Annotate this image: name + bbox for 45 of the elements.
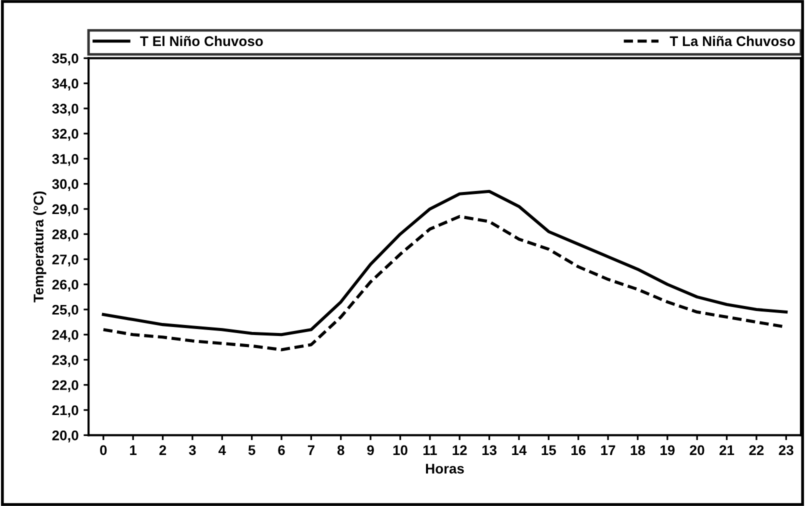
x-tick-label: 16	[571, 445, 586, 456]
x-tick-label: 13	[482, 445, 497, 456]
x-tick-label: 5	[248, 445, 256, 456]
x-tick-label: 12	[452, 445, 467, 455]
x-tick-label: 17	[601, 445, 616, 455]
y-tick-label: 34,0	[52, 78, 78, 91]
y-tick-label: 29,0	[52, 204, 78, 216]
y-tick-label: 27,0	[52, 254, 78, 266]
y-tick-label: 22,0	[52, 380, 78, 392]
y-tick-label: 24,0	[52, 330, 78, 342]
x-tick-label: 0	[100, 445, 107, 456]
legend-label: T La Niña Chuvoso	[670, 36, 795, 46]
y-tick-label: 32,0	[52, 128, 78, 141]
y-tick-label: 28,0	[52, 229, 78, 242]
x-tick-label: 10	[393, 445, 408, 456]
y-tick-label: 23,0	[52, 355, 78, 367]
x-tick-label: 4	[218, 445, 226, 455]
x-axis-title: Horas	[426, 464, 464, 474]
x-tick-label: 9	[367, 445, 374, 456]
y-tick-label: 35,0	[52, 54, 78, 66]
x-tick-label: 8	[337, 445, 344, 456]
y-tick-label: 31,0	[52, 154, 78, 166]
y-tick-label: 20,0	[52, 430, 78, 442]
x-tick-label: 11	[423, 445, 437, 455]
x-tick-label: 1	[130, 445, 137, 455]
x-tick-label: 18	[630, 445, 646, 456]
x-tick-label: 15	[542, 445, 556, 456]
legend-label: T El Niño Chuvoso	[140, 36, 263, 46]
line-series	[102, 190, 788, 336]
y-tick-label: 30,0	[52, 179, 78, 192]
x-tick-label: 20	[690, 445, 704, 456]
y-axis-title: Temperatura (°C)	[33, 191, 46, 302]
x-tick-label: 7	[308, 445, 314, 455]
y-tick-label: 25,0	[52, 304, 78, 317]
y-tick-label: 21,0	[52, 405, 78, 418]
x-tick-label: 19	[660, 445, 675, 456]
x-tick-label: 14	[512, 445, 527, 455]
x-tick-label: 3	[188, 445, 196, 456]
x-tick-label: 21	[720, 445, 734, 455]
x-tick-label: 22	[749, 445, 764, 455]
x-tick-label: 23	[778, 445, 794, 456]
x-tick-label: 6	[278, 445, 285, 456]
y-tick-label: 33,0	[52, 104, 78, 116]
y-tick-label: 26,0	[52, 280, 78, 292]
x-tick-label: 2	[159, 445, 166, 455]
